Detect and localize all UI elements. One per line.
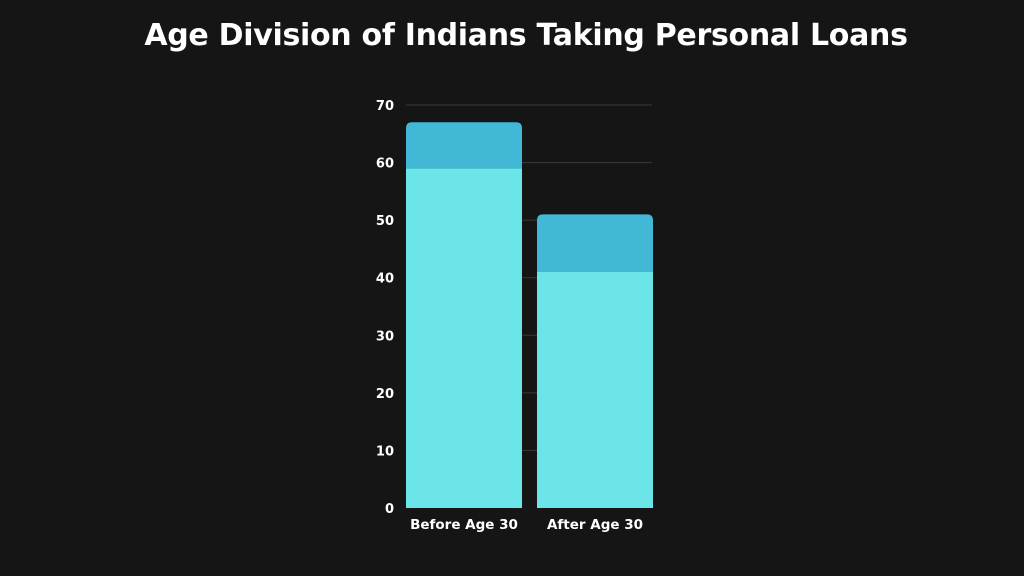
y-tick-label: 30	[376, 329, 394, 344]
y-tick-label: 60	[376, 157, 394, 172]
y-tick-label: 0	[385, 502, 394, 517]
chart-title: Age Division of Indians Taking Personal …	[144, 18, 908, 53]
bar-segment	[406, 168, 522, 509]
bar-segment	[537, 214, 653, 272]
x-category-label: After Age 30	[547, 517, 643, 533]
bars	[406, 122, 653, 509]
bar-segment	[406, 122, 522, 169]
y-tick-label: 40	[376, 272, 394, 287]
bar-segment	[537, 271, 653, 508]
y-axis-ticks: 0 10 20 30 40 50 60 70	[376, 99, 394, 517]
y-tick-label: 20	[376, 387, 394, 402]
x-axis-categories: Before Age 30 After Age 30	[410, 517, 643, 533]
x-category-label: Before Age 30	[410, 517, 518, 533]
y-tick-label: 10	[376, 444, 394, 459]
y-tick-label: 70	[376, 99, 394, 114]
y-tick-label: 50	[376, 214, 394, 229]
